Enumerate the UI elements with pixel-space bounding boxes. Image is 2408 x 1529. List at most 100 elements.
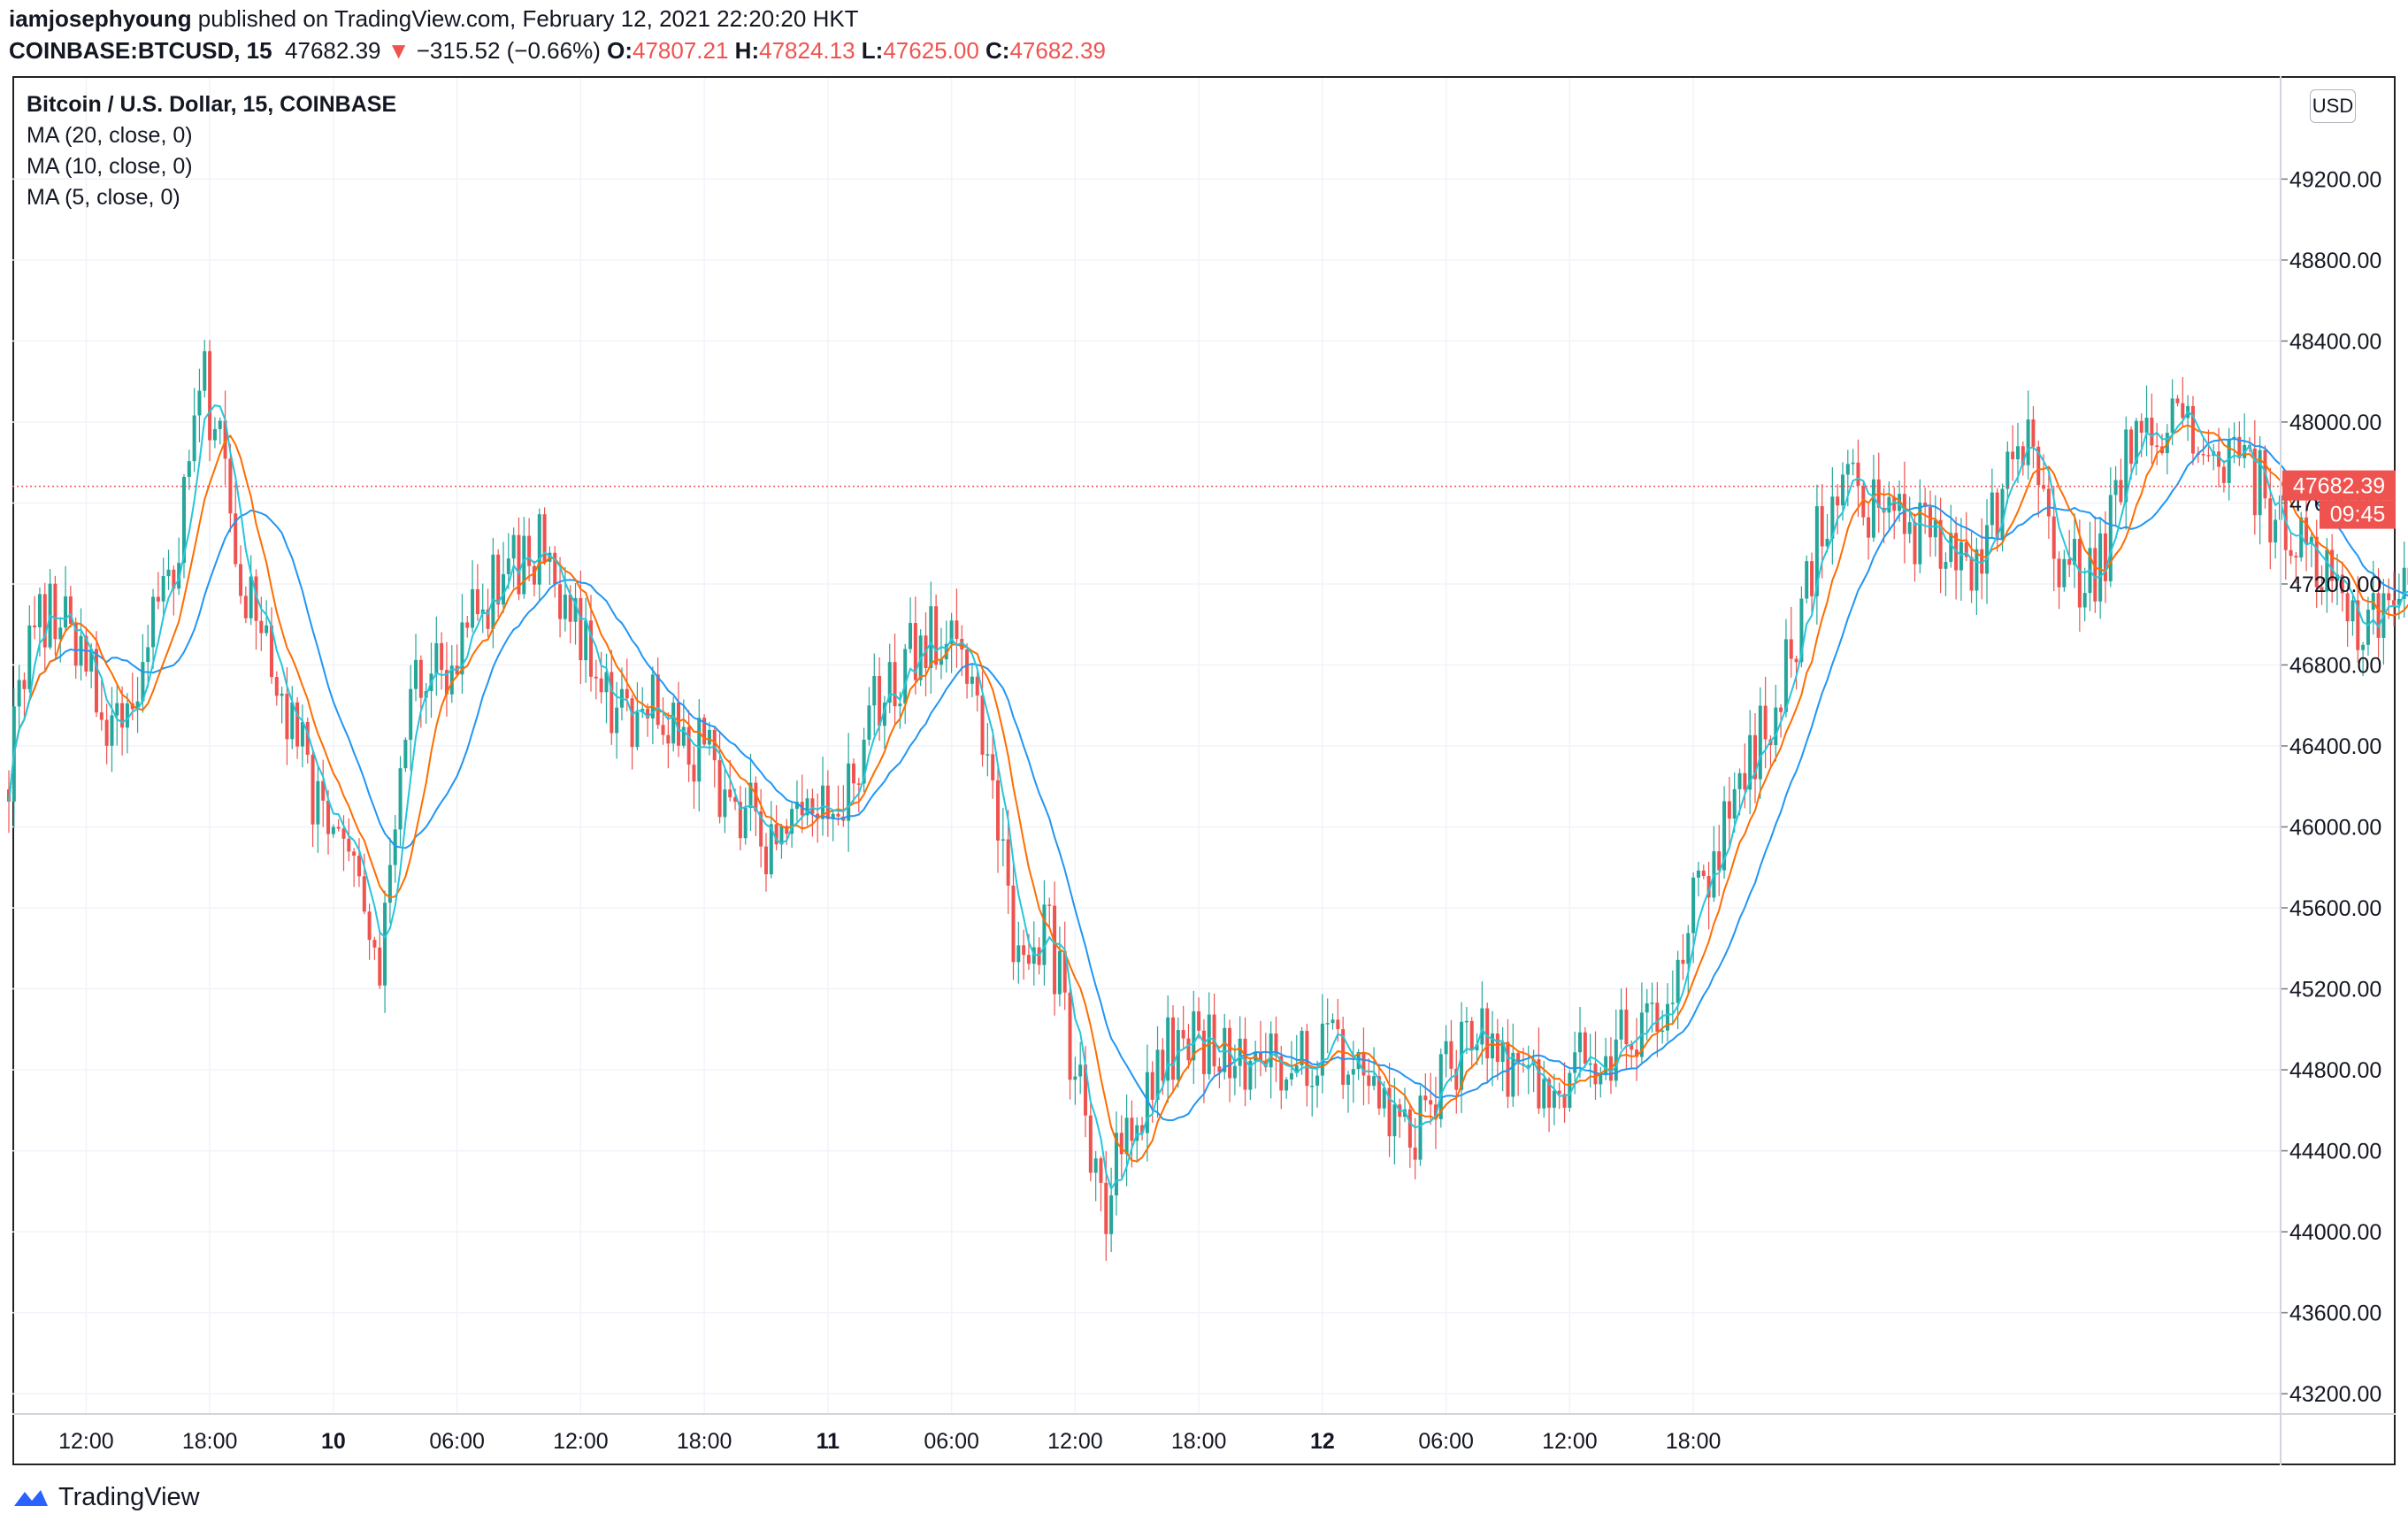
candle-body (537, 514, 541, 585)
candle-body (1547, 1079, 1552, 1108)
candle-body (955, 620, 959, 640)
candle-body (265, 625, 269, 634)
candle-body (1732, 788, 1737, 819)
candle-body (1433, 1104, 1438, 1119)
candle-body (444, 670, 449, 695)
candle-body (486, 609, 490, 629)
candle-body (1197, 1010, 1201, 1031)
x-tick-label: 12:00 (58, 1429, 114, 1454)
candle-body (1789, 639, 1793, 659)
candle-body (2387, 593, 2391, 601)
candle-body (2155, 445, 2159, 447)
candle-body (2350, 600, 2355, 622)
candle-body (1506, 1041, 1510, 1097)
candle-body (203, 350, 207, 391)
candle-body (1655, 1003, 1660, 1033)
candle-body (1933, 519, 1937, 538)
candle-body (728, 789, 732, 798)
candle-body (166, 569, 171, 577)
candle-body (239, 564, 243, 596)
close-value: 47682.39 (1009, 37, 1106, 64)
candle-body (383, 903, 387, 986)
candle-body (1995, 492, 1999, 540)
legend-ma5: MA (5, close, 0) (27, 185, 180, 210)
candle-body (460, 622, 464, 675)
candle-body (1093, 1158, 1098, 1173)
candle-body (2015, 446, 2020, 460)
footer-logo[interactable]: TradingView (12, 1479, 200, 1515)
y-tick-label: 47200.00 (2289, 572, 2381, 597)
candle-body (1898, 494, 1902, 511)
candle-body (218, 420, 222, 429)
candle-body (2181, 403, 2185, 419)
candle-body (1475, 1044, 1479, 1051)
candle-body (2217, 451, 2221, 467)
candle-body (856, 783, 861, 785)
candle-body (27, 625, 32, 689)
candle-body (471, 588, 475, 628)
candle-body (723, 789, 727, 818)
candle-body (825, 785, 830, 819)
candle-body (378, 947, 382, 986)
currency-button[interactable]: USD (2310, 89, 2356, 123)
candle-body (1356, 1052, 1361, 1070)
candle-body (1407, 1109, 1412, 1148)
candle-body (1387, 1087, 1392, 1137)
candle-body (2026, 419, 2030, 465)
x-tick-label: 10 (321, 1429, 346, 1454)
candle-body (1990, 492, 1994, 526)
candle-body (625, 688, 629, 699)
candle-body (774, 824, 778, 845)
candle-body (821, 785, 825, 819)
candle-body (1485, 1008, 1490, 1059)
candle-body (357, 856, 361, 877)
candle-body (1285, 1079, 1289, 1091)
candle-body (542, 514, 547, 562)
candle-body (1248, 1060, 1253, 1090)
candle-body (1691, 877, 1696, 934)
candle-body (1351, 1069, 1355, 1075)
candle-body (1949, 533, 1953, 563)
candle-body (960, 639, 964, 650)
candle-body (2268, 498, 2273, 542)
candle-body (1701, 870, 1706, 876)
candle-body (2274, 519, 2278, 542)
candle-body (1583, 1032, 1587, 1064)
candle-body (99, 712, 104, 720)
candle-body (156, 596, 160, 602)
candle-body (1491, 1033, 1495, 1059)
candle-body (398, 768, 403, 830)
candle-body (970, 676, 974, 684)
candle-body (604, 672, 609, 693)
close-label: C: (985, 37, 1010, 64)
candle-body (290, 702, 295, 740)
low-label: L: (861, 37, 884, 64)
candle-body (1737, 772, 1742, 789)
candle-body (403, 740, 408, 769)
candle-body (42, 594, 47, 648)
candle-body (1140, 1125, 1145, 1133)
candle-body (305, 721, 310, 755)
candle-body (733, 797, 738, 803)
candle-body (666, 734, 671, 744)
candle-body (1758, 705, 1762, 780)
candle-body (847, 763, 851, 821)
candle-body (893, 662, 897, 707)
candle-body (1315, 1075, 1320, 1086)
candle-body (588, 620, 593, 677)
candle-body (372, 940, 377, 948)
author-name[interactable]: iamjosephyoung (9, 5, 192, 32)
candle-body (475, 588, 479, 615)
symbol-label: COINBASE:BTCUSD, 15 (9, 37, 272, 64)
candle-body (1573, 1052, 1577, 1073)
candle-body (259, 620, 264, 634)
x-tick-label: 18:00 (677, 1429, 732, 1454)
candle-body (1341, 1029, 1346, 1085)
candle-body (2252, 448, 2257, 516)
x-tick-label: 18:00 (1666, 1429, 1722, 1454)
x-tick-label: 12:00 (1542, 1429, 1598, 1454)
high-label: H: (734, 37, 760, 64)
candle-body (2366, 610, 2370, 645)
candle-body (1331, 1019, 1335, 1024)
